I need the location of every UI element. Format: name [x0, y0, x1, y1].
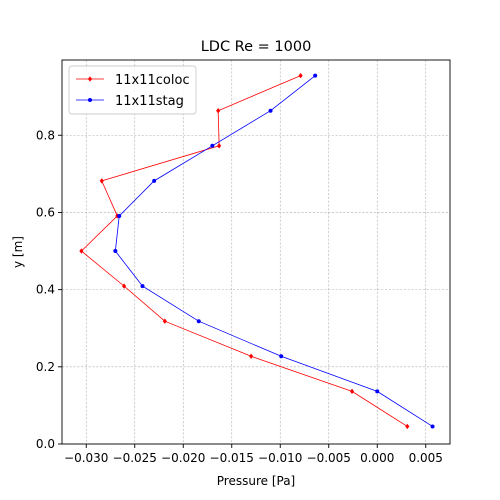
x-tick-label: −0.015: [210, 451, 254, 465]
chart-title: LDC Re = 1000: [201, 39, 312, 55]
x-tick-label: −0.020: [161, 451, 205, 465]
legend-label: 11x11coloc: [115, 73, 190, 88]
y-tick-label: 0.4: [36, 283, 55, 297]
data-point: [298, 72, 303, 79]
data-point: [196, 319, 201, 324]
legend-box: [68, 65, 197, 115]
data-point: [249, 353, 254, 360]
data-point: [405, 423, 410, 430]
data-point: [113, 249, 118, 254]
series-11x11stag: [113, 73, 435, 429]
legend: 11x11coloc 11x11stag: [68, 65, 197, 115]
x-axis-label: Pressure [Pa]: [217, 474, 295, 488]
data-point: [375, 389, 380, 394]
data-point: [313, 73, 318, 78]
legend-item: 11x11stag: [76, 94, 184, 109]
y-tick-label: 0.2: [36, 360, 55, 374]
x-tick-label: 0.005: [409, 451, 443, 465]
data-point: [140, 284, 145, 289]
grid: [62, 60, 450, 445]
legend-item: 11x11coloc: [76, 73, 190, 88]
y-tick-label: 0.6: [36, 205, 55, 219]
x-tick-label: −0.010: [258, 451, 302, 465]
y-tick-label: 0.8: [36, 128, 55, 142]
data-point: [210, 143, 215, 148]
legend-label: 11x11stag: [115, 94, 184, 109]
data-point: [79, 248, 84, 254]
legend-marker: [87, 76, 93, 82]
x-tick-label: −0.030: [64, 451, 108, 465]
data-point: [162, 318, 167, 325]
data-point: [279, 354, 284, 359]
y-axis-label: y [m]: [11, 236, 25, 268]
data-point: [152, 178, 157, 183]
plot-frame: [61, 59, 451, 445]
data-point: [121, 283, 127, 289]
data-point: [430, 424, 435, 429]
data-point: [216, 107, 221, 114]
data-point: [99, 178, 104, 184]
x-tick-label: −0.005: [307, 451, 351, 465]
data-point: [117, 213, 122, 218]
data-point: [217, 142, 222, 149]
data-point: [268, 108, 273, 113]
x-tick-label: 0.000: [360, 451, 394, 465]
series-layer: [79, 72, 435, 430]
data-point: [349, 388, 355, 395]
ticks: −0.030 −0.025 −0.020 −0.015 −0.010 −0.005 0.00…: [36, 128, 443, 465]
legend-marker: [88, 98, 92, 102]
x-tick-label: −0.025: [113, 451, 157, 465]
y-tick-label: 0.0: [36, 437, 55, 451]
